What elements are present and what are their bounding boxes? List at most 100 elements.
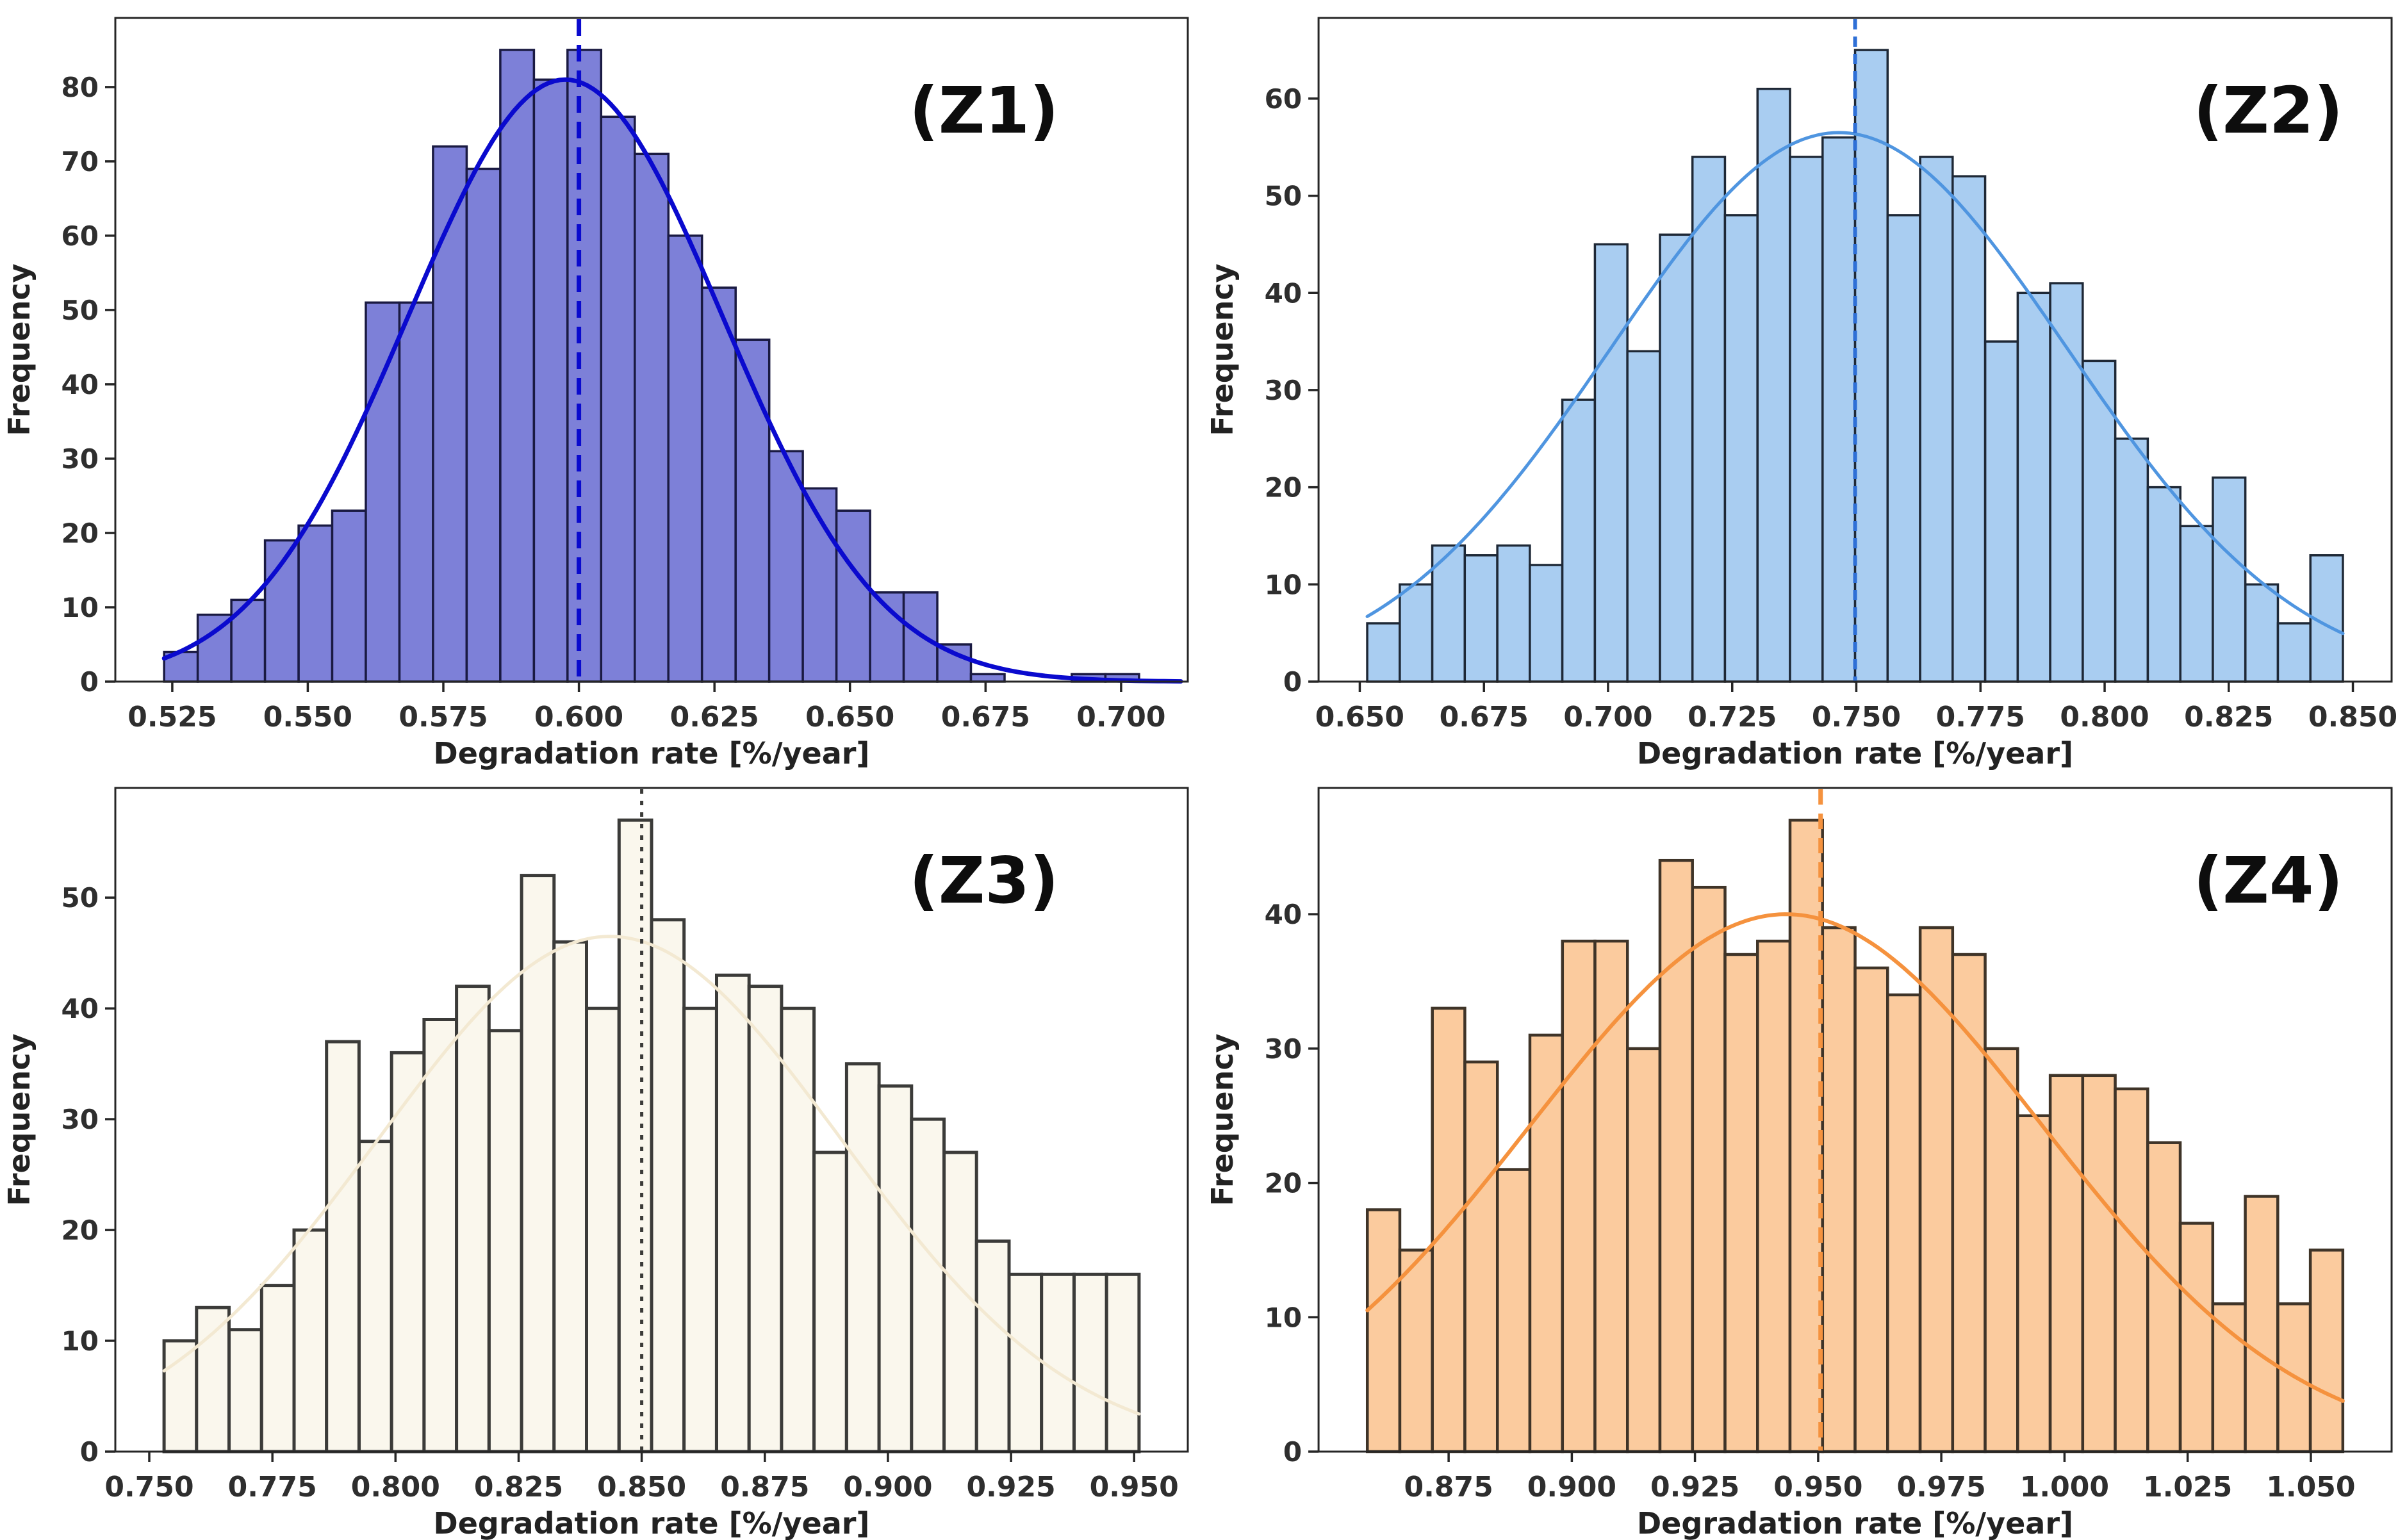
bar <box>715 973 751 1454</box>
x-tick-label: 0.925 <box>1650 1471 1739 1503</box>
bar <box>331 509 367 683</box>
x-tick-label: 0.900 <box>843 1471 932 1503</box>
bar <box>682 1006 718 1454</box>
histogram-z2: 0.650 0.675 0.700 0.725 0.750 0.775 0.800 0.825… <box>1205 17 2397 770</box>
x-tick-label: 0.850 <box>597 1471 686 1503</box>
x-tick-label: 0.550 <box>263 701 352 733</box>
y-tick-label: 30 <box>1265 375 1302 406</box>
bar <box>617 818 653 1454</box>
y-tick-label: 0 <box>80 1436 99 1468</box>
bar <box>1529 564 1564 683</box>
bar <box>1691 156 1727 683</box>
bar <box>2114 1087 2149 1454</box>
bar <box>1821 136 1857 683</box>
bar <box>1951 953 1987 1454</box>
bar <box>1593 243 1629 683</box>
plot-z4: 0.875 0.900 0.925 0.950 0.975 1.000 1.025 1.050… <box>1205 787 2393 1540</box>
y-tick-label: 70 <box>62 146 99 177</box>
bar <box>499 49 536 683</box>
bar <box>1723 214 1759 683</box>
bar <box>1007 1272 1044 1454</box>
bar <box>634 152 670 683</box>
bar <box>2276 622 2312 683</box>
bar <box>1495 1168 1532 1454</box>
y-tick-label: 0 <box>1283 1436 1302 1468</box>
y-tick-label: 30 <box>1265 1033 1302 1065</box>
bar <box>1984 340 2019 683</box>
bar <box>1431 1006 1466 1454</box>
x-tick-label: 0.750 <box>104 1471 193 1503</box>
bar <box>812 1151 848 1454</box>
y-tick-label: 10 <box>62 1325 99 1357</box>
bar <box>700 286 737 683</box>
tick-marks <box>1308 913 2312 1462</box>
panel-label: (Z2) <box>2194 73 2344 148</box>
x-tick-label: 0.950 <box>1773 1471 1862 1503</box>
x-axis-label: Degradation rate [%/year] <box>1637 1506 2073 1540</box>
bar <box>600 115 636 683</box>
y-tick-label: 20 <box>62 1215 99 1246</box>
bar <box>936 643 973 683</box>
bar <box>2016 1114 2052 1454</box>
histogram-bars <box>1365 819 2345 1454</box>
x-tick-label: 0.675 <box>941 701 1030 733</box>
x-tick-labels: 0.875 0.900 0.925 0.950 0.975 1.000 1.025 1.050 <box>1404 1471 2355 1503</box>
plot-frame <box>1317 17 2393 683</box>
bar <box>910 1117 946 1454</box>
y-tick-labels: 0 10 20 30 40 50 60 70 80 <box>62 72 99 698</box>
y-tick-label: 60 <box>62 220 99 252</box>
y-tick-labels: 0 10 20 30 40 <box>1265 899 1302 1468</box>
panel-label: (Z3) <box>909 843 1059 918</box>
bar <box>325 1040 361 1454</box>
bar <box>297 524 334 683</box>
bar <box>969 673 1006 683</box>
y-tick-label: 50 <box>1265 181 1302 212</box>
bar <box>974 1239 1011 1454</box>
x-tick-label: 1.050 <box>2266 1471 2355 1503</box>
y-tick-label: 20 <box>62 518 99 549</box>
bar <box>2244 1195 2280 1454</box>
y-tick-label: 40 <box>1265 899 1302 930</box>
bar <box>398 301 434 683</box>
bar <box>357 1140 393 1454</box>
bar <box>1626 1047 1662 1454</box>
y-tick-label: 0 <box>80 666 99 698</box>
bar <box>1398 1249 1434 1454</box>
bar <box>1789 156 1824 683</box>
x-tick-label: 1.000 <box>2020 1471 2109 1503</box>
plot-frame <box>114 17 1189 683</box>
panel-z4: 0.875 0.900 0.925 0.950 0.975 1.000 1.025 1.050… <box>1203 770 2407 1540</box>
plot-frame <box>1317 787 2393 1453</box>
y-axis-label: Frequency <box>1205 1033 1240 1206</box>
bar <box>1366 622 1401 683</box>
y-tick-label: 50 <box>62 882 99 913</box>
x-tick-label: 0.625 <box>670 701 759 733</box>
bar <box>365 301 401 683</box>
y-tick-labels: 0 10 20 30 40 50 60 <box>1265 83 1302 698</box>
y-tick-label: 50 <box>62 295 99 326</box>
x-tick-label: 0.825 <box>2184 701 2273 733</box>
bar <box>227 1328 263 1454</box>
bar <box>1463 554 1499 683</box>
histogram-z3: 0.750 0.775 0.800 0.825 0.850 0.875 0.900 0.925… <box>2 787 1189 1540</box>
y-tick-label: 60 <box>1265 83 1302 115</box>
panel-z3: 0.750 0.775 0.800 0.825 0.850 0.875 0.900 0.925… <box>0 770 1203 1540</box>
bar <box>390 1051 426 1454</box>
y-tick-label: 30 <box>62 443 99 475</box>
plot-z1: 0.525 0.550 0.575 0.600 0.625 0.650 0.675 0.700… <box>2 17 1189 770</box>
panel-z2: 0.650 0.675 0.700 0.725 0.750 0.775 0.800 0.825… <box>1203 0 2407 770</box>
bar <box>259 1284 296 1454</box>
y-axis-label: Frequency <box>1205 263 1240 436</box>
x-tick-labels: 0.650 0.675 0.700 0.725 0.750 0.775 0.800 0.825… <box>1315 701 2397 733</box>
histogram-bars <box>1366 49 2344 683</box>
x-tick-label: 0.700 <box>1563 701 1652 733</box>
x-tick-label: 0.650 <box>805 701 894 733</box>
kde-curve <box>161 77 1183 684</box>
y-tick-label: 40 <box>62 369 99 400</box>
y-axis-label: Frequency <box>2 263 37 436</box>
tick-marks <box>1308 97 2354 692</box>
histogram-z4: 0.875 0.900 0.925 0.950 0.975 1.000 1.025 1.050… <box>1205 787 2393 1540</box>
bar <box>1918 926 1955 1454</box>
bar <box>1886 993 1922 1454</box>
bar <box>2048 1074 2085 1454</box>
